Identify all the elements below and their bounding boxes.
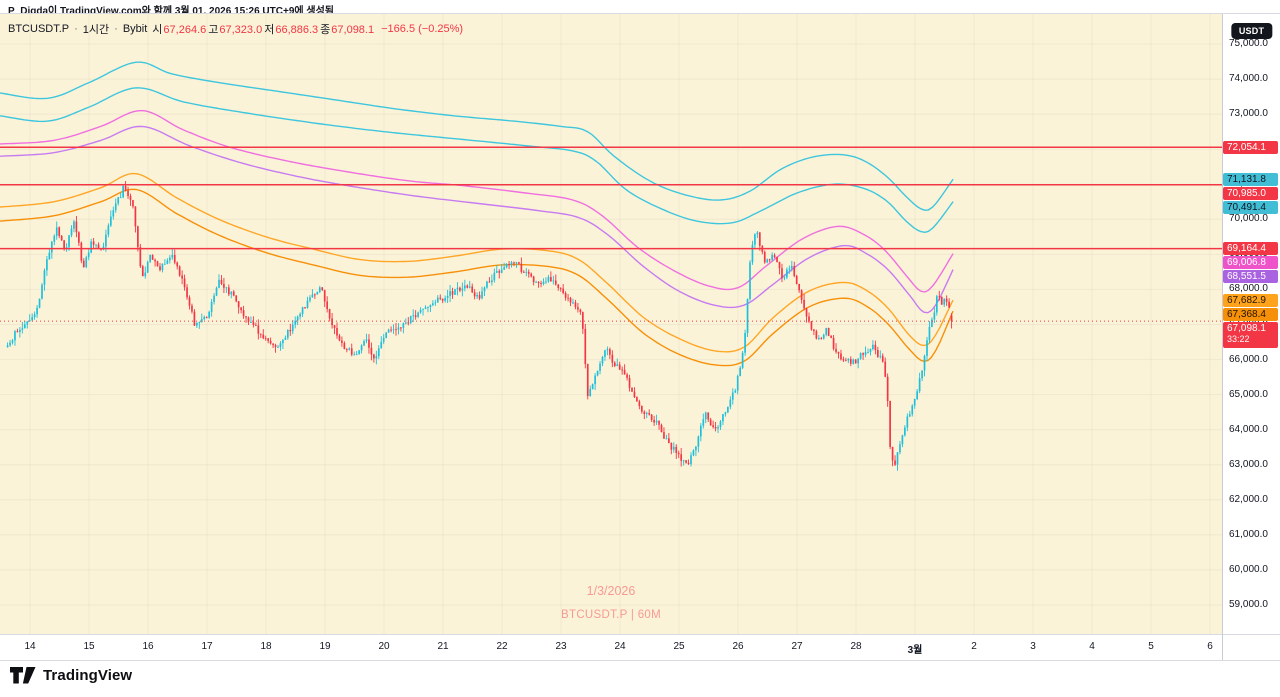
legend-interval[interactable]: 1시간 — [82, 24, 110, 36]
time-tick-label: 17 — [201, 641, 213, 652]
legend-ohlc-item: 종67,098.1 — [320, 24, 375, 36]
time-axis[interactable]: 14 15 16 17 18 19 20 21 22 23 24 25 26 27 28 3월 2 3 4 5 6 — [0, 635, 1280, 660]
price-label-band-orange-1: 67,682.9 — [1223, 294, 1278, 308]
time-tick-label: 16 — [142, 641, 154, 652]
tradingview-logo-text: TradingView — [43, 667, 133, 684]
time-tick-label: 20 — [378, 641, 390, 652]
price-tick-label: 61,000.0 — [1229, 528, 1268, 540]
price-tick-label: 75,000.0 — [1229, 38, 1268, 49]
price-tick-label: 66,000.0 — [1229, 353, 1268, 365]
legend-ohlc-item: 고67,323.0 — [208, 24, 263, 36]
price-label-hline-1: 72,054.1 — [1223, 140, 1278, 154]
legend: BTCUSDT.P · 1시간 · Bybit 시67,264.6 고67,323… — [8, 21, 463, 37]
time-tick-label: 5 — [1148, 641, 1154, 652]
price-chart[interactable] — [0, 14, 1222, 634]
time-tick-label: 24 — [614, 641, 626, 652]
time-tick-label: 28 — [850, 641, 862, 652]
tradingview-logo[interactable]: TradingView — [10, 667, 132, 684]
legend-ohlc: 시67,264.6 고67,323.0 저66,886.3 종67,098.1 — [152, 21, 376, 37]
time-tick-label: 3 — [1030, 641, 1036, 652]
legend-separator: · — [114, 23, 118, 35]
legend-ohlc-item: 저66,886.3 — [264, 24, 319, 36]
price-tick-label: 73,000.0 — [1229, 108, 1268, 120]
legend-ohlc-item: 시67,264.6 — [152, 24, 207, 36]
price-tick-label: 65,000.0 — [1229, 388, 1268, 400]
time-tick-label: 19 — [319, 641, 331, 652]
price-tick-label: 59,000.0 — [1229, 599, 1268, 610]
time-tick-label: 2 — [971, 641, 977, 652]
legend-separator: · — [74, 23, 78, 35]
price-tick-label: 68,000.0 — [1229, 283, 1268, 295]
time-tick-label: 6 — [1207, 641, 1213, 652]
price-label-hline-3: 69,164.4 — [1223, 242, 1278, 256]
time-tick-label: 4 — [1089, 641, 1095, 652]
time-tick-label: 15 — [83, 641, 95, 652]
footer: TradingView — [0, 661, 1280, 697]
price-axis[interactable]: USDT 75,000.074,000.073,000.072,000.071,… — [1223, 14, 1280, 634]
time-tick-label: 22 — [496, 641, 508, 652]
price-label-band-pink: 69,006.8 — [1223, 256, 1278, 270]
chart-top-border — [0, 13, 1280, 14]
time-tick-label: 18 — [260, 641, 272, 652]
time-tick-label: 3월 — [907, 645, 923, 656]
legend-symbol[interactable]: BTCUSDT.P — [8, 23, 70, 35]
tradingview-logo-icon — [10, 667, 36, 684]
price-label-hline-2: 70,985.0 — [1223, 187, 1278, 201]
time-tick-label: 26 — [732, 641, 744, 652]
attribution-text: P_Digda이 TradingView.com와 함께 3월 01, 2026… — [8, 6, 334, 17]
chart-area[interactable]: BTCUSDT.P · 1시간 · Bybit 시67,264.6 고67,323… — [0, 14, 1222, 634]
time-tick-label: 21 — [437, 641, 449, 652]
time-tick-label: 14 — [24, 641, 36, 652]
price-tick-label: 62,000.0 — [1229, 493, 1268, 505]
price-axis-border — [1222, 14, 1223, 660]
price-tick-label: 64,000.0 — [1229, 423, 1268, 435]
price-label-band-cyan-2: 70,491.4 — [1223, 201, 1278, 215]
currency-badge[interactable]: USDT — [1230, 23, 1273, 39]
time-tick-label: 27 — [791, 641, 803, 652]
price-tick-label: 63,000.0 — [1229, 458, 1268, 470]
attribution-bar: P_Digda이 TradingView.com와 함께 3월 01, 2026… — [8, 2, 334, 17]
price-tick-label: 70,000.0 — [1229, 213, 1268, 225]
price-label-band-orange-2: 67,368.4 — [1223, 308, 1278, 322]
axis-bottom-border — [0, 660, 1280, 661]
time-tick-label: 25 — [673, 641, 685, 652]
price-label-band-cyan-1: 71,131.8 — [1223, 173, 1278, 187]
price-label-band-violet: 68,551.5 — [1223, 270, 1278, 284]
legend-exchange: Bybit — [122, 23, 148, 35]
price-tick-label: 60,000.0 — [1229, 563, 1268, 575]
price-tick-label: 74,000.0 — [1229, 73, 1268, 85]
legend-change: −166.5 (−0.25%) — [381, 23, 464, 35]
chart-bottom-border — [0, 634, 1280, 635]
time-tick-label: 23 — [555, 641, 567, 652]
price-label-last: 67,098.1 33:22 — [1223, 322, 1278, 349]
